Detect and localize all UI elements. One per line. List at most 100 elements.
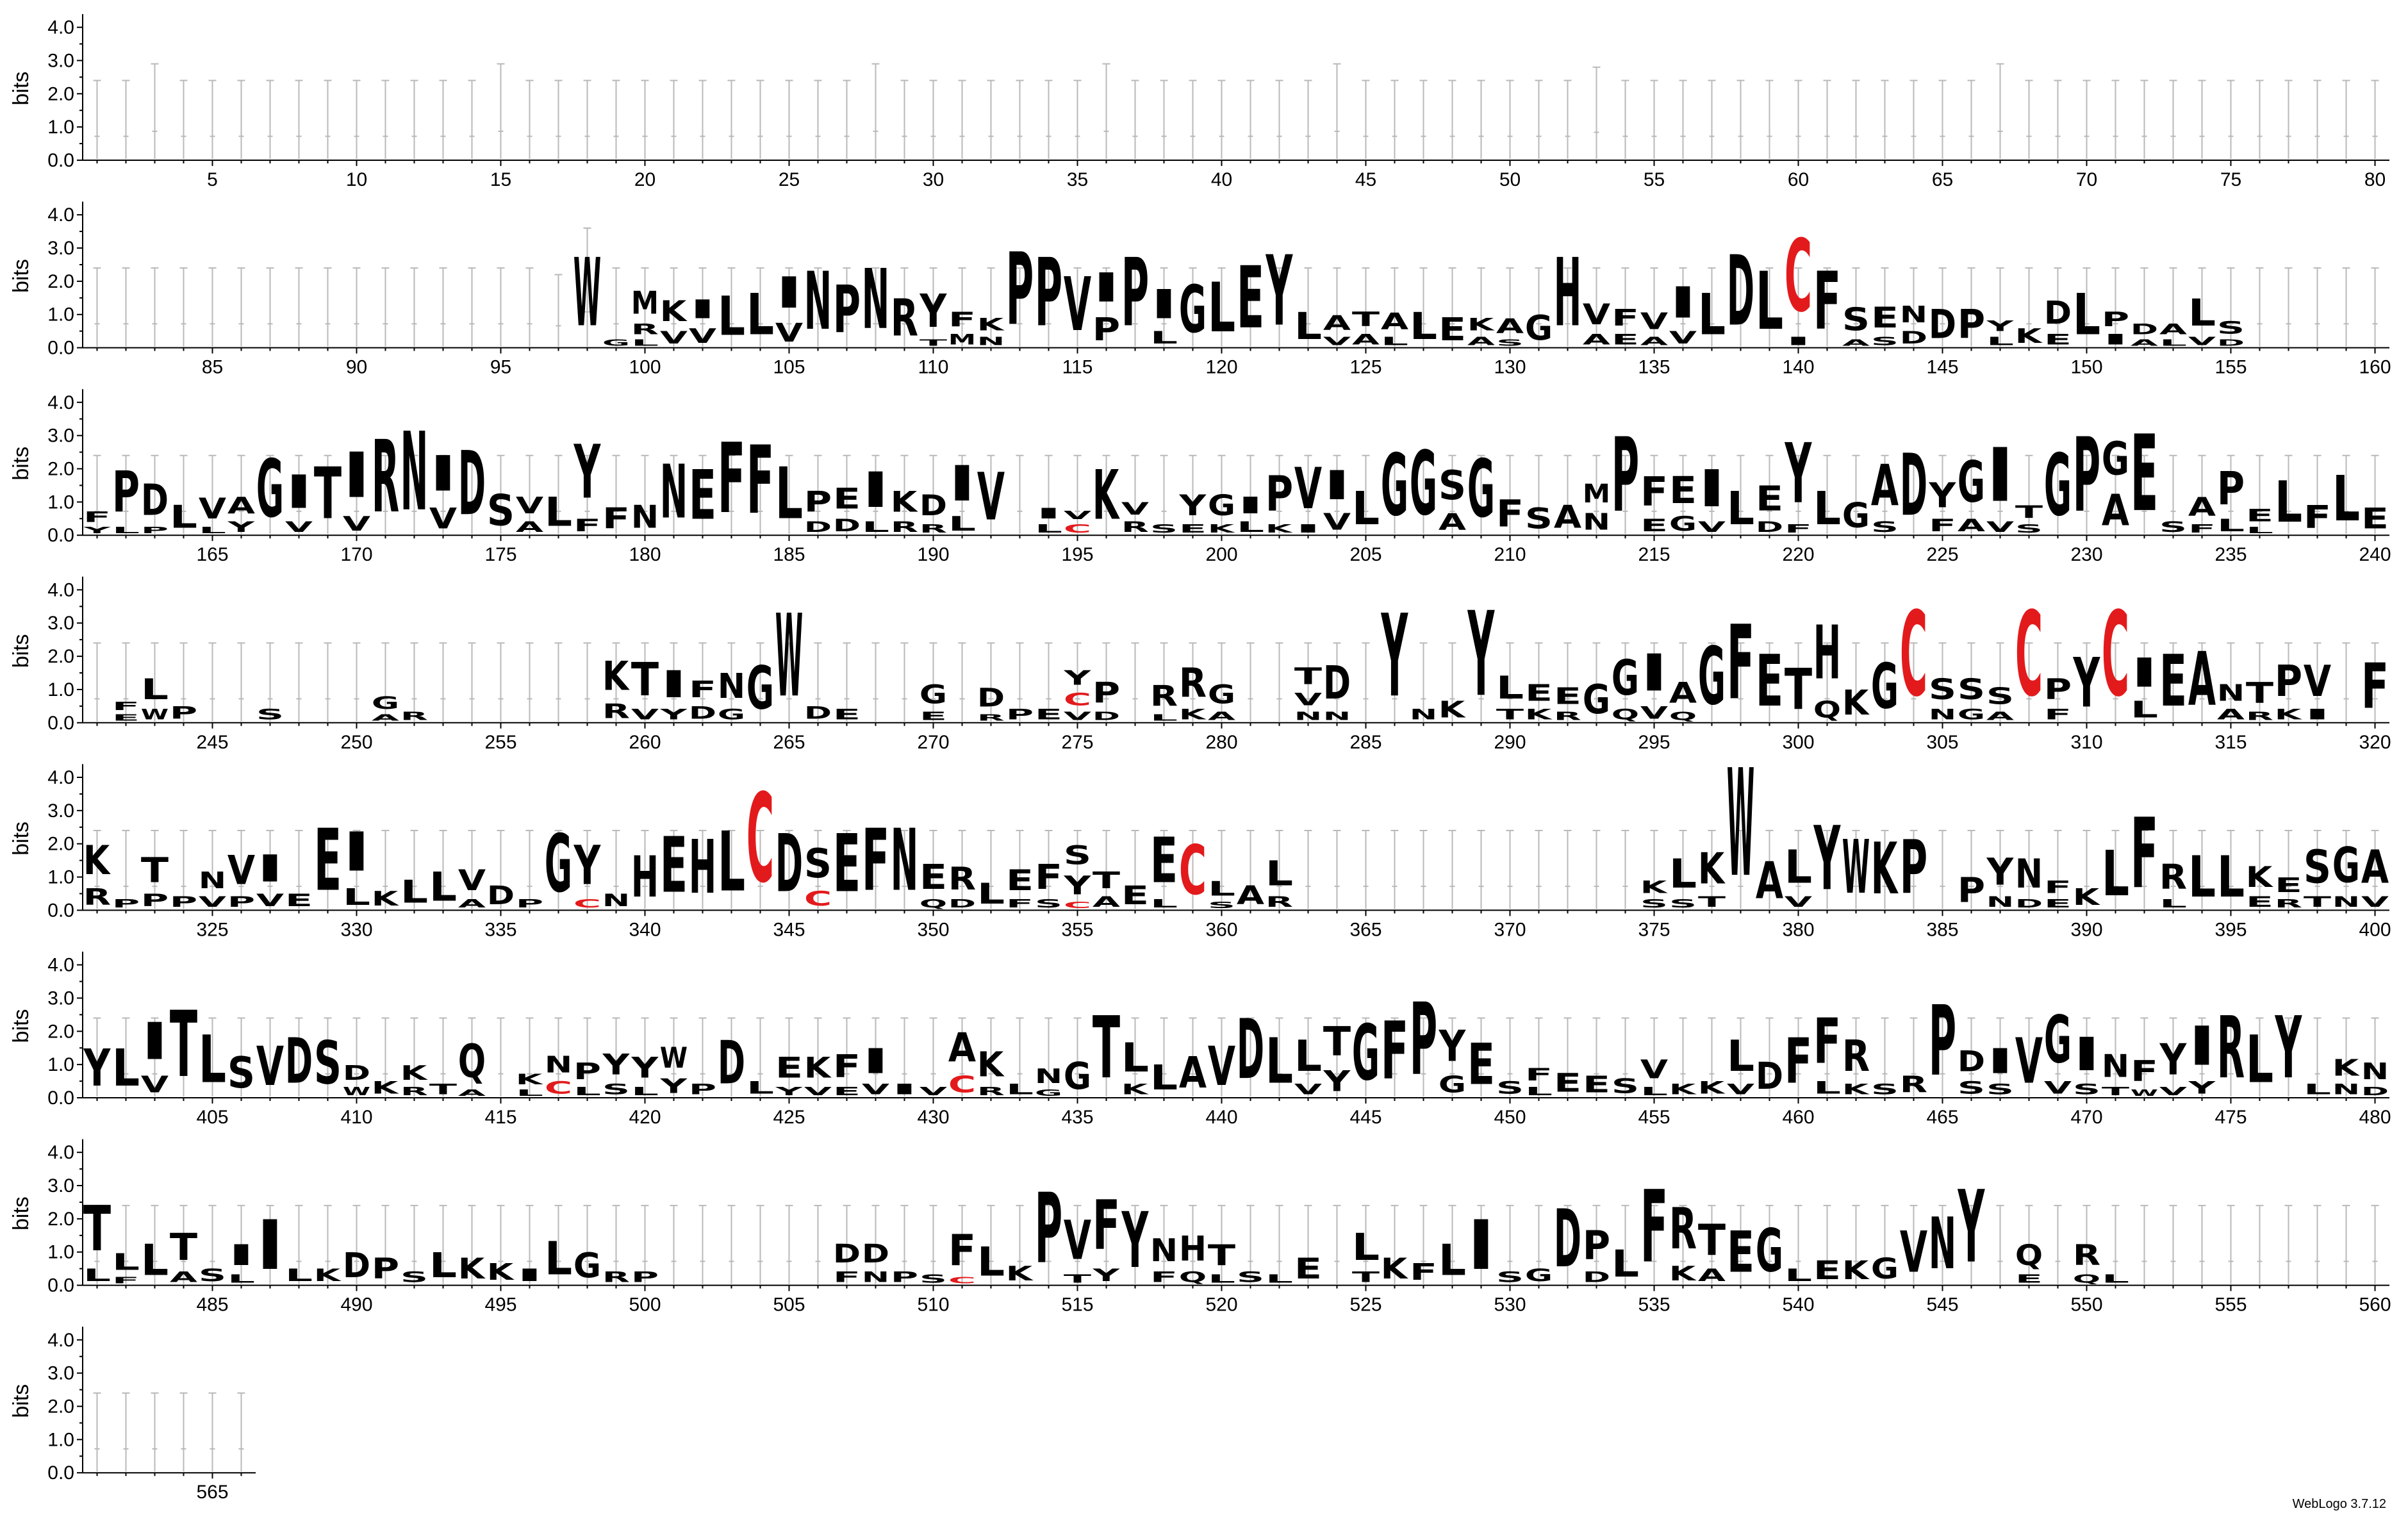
residue-glyph-G: G xyxy=(1410,432,1437,535)
residue-glyph-L: L xyxy=(1150,897,1178,911)
logo-column-517: Y xyxy=(1121,1196,1149,1286)
logo-column-279: KR xyxy=(1179,642,1207,723)
logo-column-192: V xyxy=(977,454,1005,536)
logo-column-105: VI xyxy=(775,267,804,348)
logo-column-135: AV xyxy=(1640,267,1668,348)
residue-glyph-R: R xyxy=(977,1084,1005,1098)
residue-glyph-N: N xyxy=(891,811,918,911)
residue-glyph-I: I xyxy=(862,463,889,519)
logo-column-389: EF xyxy=(2044,829,2072,910)
logo-column-476: L xyxy=(2246,1017,2273,1098)
residue-glyph-P: P xyxy=(631,1269,659,1285)
logo-column-422: P xyxy=(689,1017,716,1098)
residue-glyph-E: E xyxy=(1640,516,1668,536)
logo-column-406: S xyxy=(227,1017,255,1098)
x-tick-label: 335 xyxy=(484,919,516,940)
residue-glyph-L: L xyxy=(1756,254,1783,347)
logo-column-394: L xyxy=(2188,829,2216,910)
residue-glyph-E: E xyxy=(285,891,313,911)
residue-glyph-I: I xyxy=(1467,1207,1495,1286)
residue-glyph-L: L xyxy=(1986,335,2014,348)
residue-glyph-D: D xyxy=(1756,1055,1783,1098)
logo-column-513: K xyxy=(1006,1205,1034,1286)
logo-column-527: F xyxy=(1410,1205,1437,1286)
residue-glyph-I: I xyxy=(1323,462,1351,508)
logo-column-97 xyxy=(554,274,563,347)
residue-glyph-D: D xyxy=(1554,1193,1581,1285)
residue-glyph-V: V xyxy=(1121,499,1149,519)
logo-column-373 xyxy=(1592,829,1601,909)
residue-glyph-V: V xyxy=(2015,1025,2043,1098)
x-tick-label: 60 xyxy=(1788,169,1809,190)
y-tick-label: 0.0 xyxy=(47,1275,74,1296)
residue-glyph-F: F xyxy=(1785,1026,1812,1098)
x-tick-label: 120 xyxy=(1205,357,1237,378)
logo-column-509: P xyxy=(891,1205,918,1286)
logo-column-370 xyxy=(1506,829,1514,909)
residue-glyph-D: D xyxy=(343,1246,370,1286)
logo-column-416: LK xyxy=(516,1017,543,1098)
logo-column-546: Y xyxy=(1957,1169,1984,1286)
residue-glyph-A: A xyxy=(2188,638,2216,724)
x-tick-label: 345 xyxy=(773,919,805,940)
logo-column-128: E xyxy=(1439,267,1466,348)
residue-glyph-A: A xyxy=(2102,486,2130,536)
logo-column-551: L xyxy=(2102,1205,2129,1286)
logo-column-368 xyxy=(1448,829,1456,909)
residue-glyph-C: C xyxy=(1064,900,1091,911)
logo-column-490: D xyxy=(343,1205,370,1286)
residue-glyph-N: N xyxy=(602,890,630,910)
logo-column-483: L xyxy=(141,1205,169,1285)
residue-glyph-V: V xyxy=(1583,298,1610,331)
logo-column-95 xyxy=(497,267,505,347)
residue-glyph-I: I xyxy=(285,466,313,519)
logo-column-442: L xyxy=(1266,1017,1293,1098)
residue-glyph-S: S xyxy=(1986,1081,2014,1098)
residue-glyph-E: E xyxy=(775,1051,803,1084)
residue-glyph-A: A xyxy=(1467,335,1495,348)
residue-glyph-E: E xyxy=(1756,479,1783,518)
residue-glyph-E: E xyxy=(1525,680,1553,706)
residue-glyph-I: I xyxy=(1640,644,1668,703)
residue-glyph-I: I xyxy=(227,1239,255,1272)
residue-glyph-S: S xyxy=(1669,897,1697,910)
logo-column-449: E xyxy=(1467,1017,1495,1098)
logo-column-299: E xyxy=(1756,640,1783,723)
logo-column-333: L xyxy=(429,829,457,911)
residue-glyph-G: G xyxy=(1525,309,1553,348)
residue-glyph-Y: Y xyxy=(83,1038,111,1098)
logo-column-28 xyxy=(871,63,880,159)
residue-glyph-K: K xyxy=(1006,1262,1034,1286)
logo-column-167: G xyxy=(256,443,284,535)
residue-glyph-P: P xyxy=(2102,308,2129,331)
residue-glyph-L: L xyxy=(112,525,140,536)
residue-glyph-R: R xyxy=(2073,1239,2100,1272)
logo-column-466: SD xyxy=(1958,1017,1985,1098)
logo-column-310: Y xyxy=(2073,642,2100,723)
x-tick-label: 40 xyxy=(1211,169,1232,190)
residue-glyph-P: P xyxy=(1093,311,1120,348)
logo-column-46 xyxy=(1390,79,1399,159)
logo-column-544: V xyxy=(1900,1205,1927,1286)
logo-column-109: R xyxy=(891,267,918,349)
logo-column-77 xyxy=(2284,79,2293,159)
residue-glyph-V: V xyxy=(804,1084,832,1098)
logo-column-15 xyxy=(497,63,505,159)
residue-glyph-R: R xyxy=(1179,659,1207,706)
residue-glyph-G: G xyxy=(573,1246,601,1286)
x-tick-label: 410 xyxy=(340,1107,372,1128)
residue-glyph-M: M xyxy=(1583,479,1610,509)
logo-column-7 xyxy=(266,79,274,159)
x-tick-label: 5 xyxy=(207,169,218,190)
logo-column-232: E xyxy=(2131,413,2158,535)
logo-column-145: D xyxy=(1929,267,1956,348)
residue-glyph-F: F xyxy=(1727,603,1754,723)
residue-glyph-R: R xyxy=(1900,1071,1927,1098)
residue-glyph-V: V xyxy=(919,1084,947,1098)
residue-glyph-R: R xyxy=(891,289,918,349)
residue-glyph-K: K xyxy=(1093,456,1120,535)
logo-column-187: DE xyxy=(833,454,861,535)
logo-column-213: NM xyxy=(1583,454,1610,535)
logo-column-400: VA xyxy=(2361,829,2389,911)
logo-column-183: F xyxy=(718,424,745,536)
